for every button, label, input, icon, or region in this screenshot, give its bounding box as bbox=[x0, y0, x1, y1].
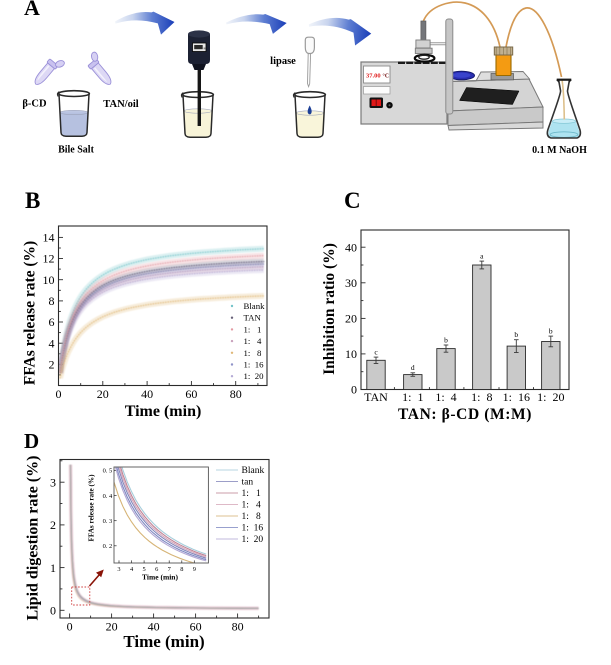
svg-text:0: 0 bbox=[67, 620, 73, 634]
svg-text:d: d bbox=[411, 363, 415, 372]
svg-text:1: 1 bbox=[50, 561, 56, 575]
svg-text:D: D bbox=[24, 429, 39, 453]
svg-text:10: 10 bbox=[345, 347, 357, 361]
svg-text:c: c bbox=[374, 348, 378, 357]
svg-text:20: 20 bbox=[345, 312, 357, 326]
svg-text:20: 20 bbox=[106, 620, 118, 634]
svg-text:60: 60 bbox=[190, 620, 202, 634]
svg-text:4: 4 bbox=[130, 566, 134, 573]
svg-text:1: 1: 1: 1 bbox=[402, 390, 423, 404]
svg-text:1: 4: 1: 4 bbox=[242, 501, 262, 511]
svg-text:b: b bbox=[514, 330, 518, 339]
svg-text:1: 8: 1: 8 bbox=[244, 348, 262, 358]
svg-text:a: a bbox=[480, 252, 484, 261]
svg-text:1: 4: 1: 4 bbox=[244, 336, 262, 346]
svg-text:0: 0 bbox=[351, 383, 357, 397]
svg-text:40: 40 bbox=[345, 240, 357, 254]
svg-text:5: 5 bbox=[142, 566, 145, 573]
svg-text:10: 10 bbox=[43, 273, 55, 287]
svg-text:Bile Salt: Bile Salt bbox=[58, 145, 95, 156]
svg-text:°C: °C bbox=[383, 73, 390, 80]
svg-text:0. 3: 0. 3 bbox=[103, 518, 113, 525]
svg-text:0. 5: 0. 5 bbox=[103, 468, 113, 475]
svg-text:30: 30 bbox=[345, 276, 357, 290]
svg-text:FFAs release rate (%): FFAs release rate (%) bbox=[88, 474, 96, 542]
svg-text:3: 3 bbox=[117, 566, 120, 573]
svg-text:Time (min): Time (min) bbox=[142, 573, 178, 582]
svg-text:B: B bbox=[25, 188, 40, 213]
svg-text:60: 60 bbox=[185, 387, 197, 401]
svg-text:40: 40 bbox=[141, 387, 153, 401]
svg-text:Blank: Blank bbox=[242, 466, 265, 476]
svg-text:A: A bbox=[24, 0, 40, 20]
svg-text:1: 16: 1: 16 bbox=[503, 390, 530, 404]
svg-text:Blank: Blank bbox=[244, 301, 266, 311]
svg-text:4: 4 bbox=[49, 336, 55, 350]
svg-text:Lipid digestion rate (%): Lipid digestion rate (%) bbox=[25, 456, 42, 621]
svg-text:TAN/oil: TAN/oil bbox=[103, 99, 138, 110]
svg-text:1: 16: 1: 16 bbox=[242, 524, 264, 534]
svg-text:1: 1: 1: 1 bbox=[244, 324, 262, 334]
svg-text:40: 40 bbox=[148, 620, 160, 634]
svg-text:6: 6 bbox=[155, 566, 158, 573]
svg-text:lipase: lipase bbox=[270, 56, 296, 67]
svg-text:2: 2 bbox=[50, 518, 56, 532]
svg-text:2: 2 bbox=[49, 358, 55, 372]
svg-text:80: 80 bbox=[230, 387, 242, 401]
svg-text:1: 8: 1: 8 bbox=[242, 512, 262, 522]
svg-text:37.00: 37.00 bbox=[366, 73, 381, 80]
svg-text:1: 8: 1: 8 bbox=[471, 390, 492, 404]
svg-text:TAN: TAN bbox=[244, 313, 262, 323]
svg-text:Time (min): Time (min) bbox=[125, 403, 202, 420]
svg-text:1: 16: 1: 16 bbox=[244, 360, 265, 370]
svg-text:0.1 M NaOH: 0.1 M NaOH bbox=[532, 145, 587, 156]
svg-text:0: 0 bbox=[56, 387, 62, 401]
svg-text:FFAs release rate (%): FFAs release rate (%) bbox=[22, 241, 39, 385]
svg-text:12: 12 bbox=[43, 252, 55, 266]
svg-text:20: 20 bbox=[97, 387, 109, 401]
svg-text:1: 20: 1: 20 bbox=[242, 535, 264, 545]
svg-text:80: 80 bbox=[232, 620, 244, 634]
svg-text:0: 0 bbox=[50, 604, 56, 618]
svg-text:7: 7 bbox=[168, 566, 172, 573]
svg-text:0. 4: 0. 4 bbox=[103, 493, 113, 500]
svg-text:1: 1: 1: 1 bbox=[242, 489, 262, 499]
svg-text:6: 6 bbox=[49, 315, 55, 329]
svg-text:TAN: TAN bbox=[364, 390, 388, 404]
svg-text:tan: tan bbox=[242, 478, 254, 488]
svg-text:14: 14 bbox=[43, 231, 55, 245]
svg-text:1: 20: 1: 20 bbox=[537, 390, 564, 404]
svg-text:Time (min): Time (min) bbox=[123, 632, 204, 651]
svg-text:C: C bbox=[344, 188, 361, 213]
svg-text:1: 20: 1: 20 bbox=[244, 371, 265, 381]
svg-text:0. 2: 0. 2 bbox=[103, 543, 113, 550]
svg-text:1: 4: 1: 4 bbox=[435, 390, 456, 404]
svg-text:b: b bbox=[549, 327, 553, 336]
svg-text:b: b bbox=[444, 335, 448, 344]
svg-text:TAN: β-CD (M:M): TAN: β-CD (M:M) bbox=[398, 406, 532, 423]
svg-text:8: 8 bbox=[180, 566, 183, 573]
svg-text:8: 8 bbox=[49, 294, 55, 308]
svg-text:Inhibition ratio (%): Inhibition ratio (%) bbox=[321, 243, 338, 375]
svg-text:3: 3 bbox=[50, 475, 56, 489]
svg-text:β-CD: β-CD bbox=[22, 99, 47, 110]
svg-text:9: 9 bbox=[193, 566, 196, 573]
